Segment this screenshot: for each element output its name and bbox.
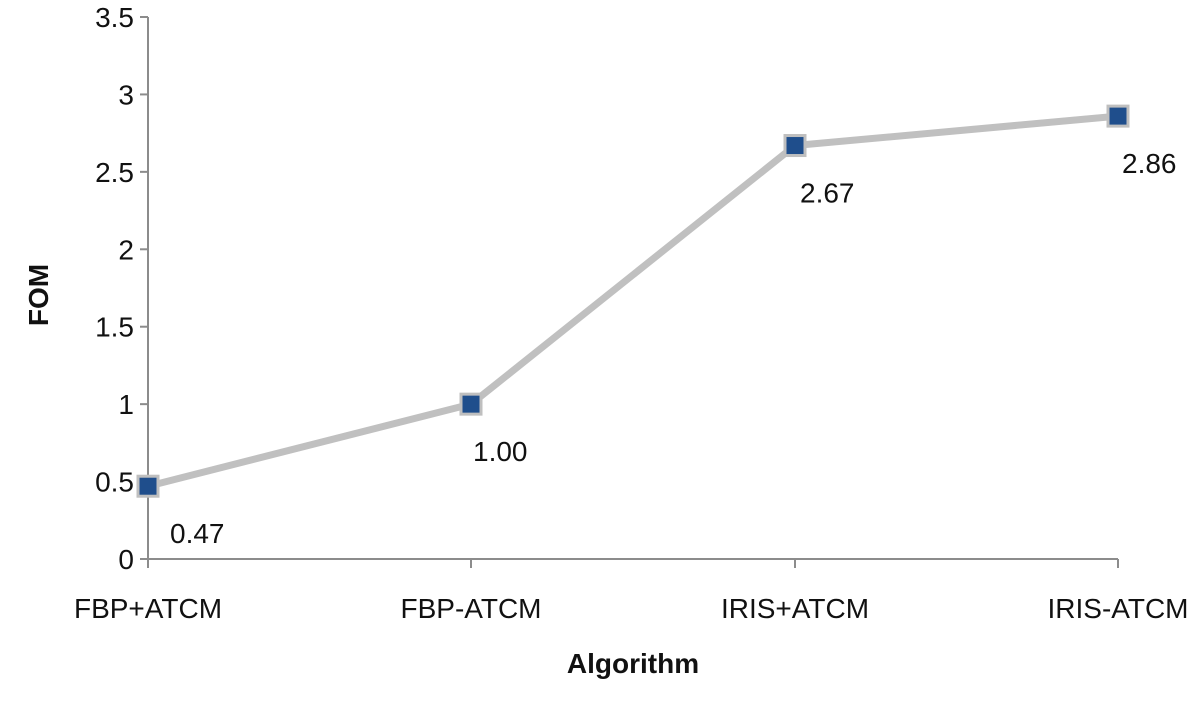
series-line [144,112,1122,490]
data-label: 2.86 [1122,148,1177,179]
data-labels: 0.47 1.00 2.67 2.86 [170,148,1177,549]
y-tick-label: 0 [118,544,134,575]
y-axis-title: FOM [23,264,54,326]
x-tick-label: IRIS+ATCM [721,593,869,624]
data-point-marker [783,134,807,158]
y-tick-label: 3 [118,79,134,110]
y-axis: 0 0.5 1 1.5 2 2.5 3 3.5 [95,2,149,575]
y-tick-label: 3.5 [95,2,134,33]
data-point-marker [1106,104,1130,128]
series-layer [136,104,1130,498]
y-tick-label: 1.5 [95,312,134,343]
x-tick-label: FBP-ATCM [400,593,541,624]
y-tick-label: 2.5 [95,157,134,188]
data-label: 2.67 [800,178,855,209]
data-label: 1.00 [473,436,528,467]
data-point-marker [459,392,483,416]
data-point-marker [136,474,160,498]
x-tick-label: FBP+ATCM [74,593,222,624]
x-axis-title: Algorithm [567,648,699,679]
x-tick-label: IRIS-ATCM [1047,593,1188,624]
x-axis: FBP+ATCM FBP-ATCM IRIS+ATCM IRIS-ATCM [74,558,1189,624]
y-tick-label: 1 [118,389,134,420]
y-tick-label: 0.5 [95,467,134,498]
data-label: 0.47 [170,518,225,549]
y-tick-label: 2 [118,234,134,265]
